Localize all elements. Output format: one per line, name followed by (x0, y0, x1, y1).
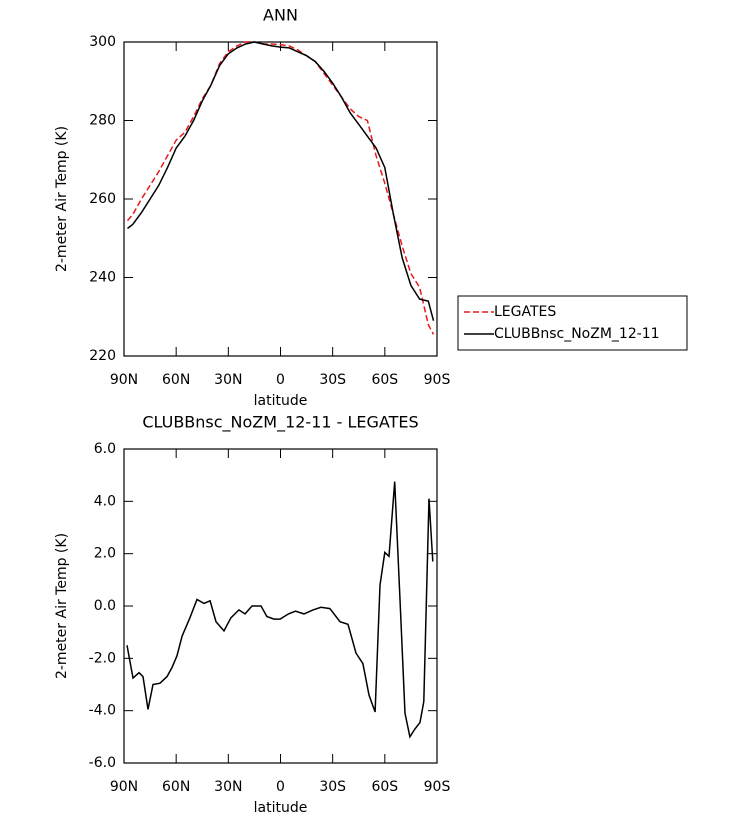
x-tick-label: 60N (162, 779, 190, 795)
x-axis-label: latitude (254, 800, 308, 816)
y-tick-label: 300 (89, 34, 116, 50)
x-tick-label: 90N (110, 372, 138, 388)
y-tick-label: 4.0 (94, 493, 116, 509)
series-line (127, 41, 435, 321)
chart-title: CLUBBnsc_NoZM_12-11 - LEGATES (142, 413, 418, 433)
y-tick-label: 2.0 (94, 546, 116, 562)
y-tick-label: -4.0 (89, 703, 116, 719)
x-tick-label: 30S (319, 372, 346, 388)
series-line (126, 41, 435, 335)
chart-title: ANN (263, 6, 298, 25)
x-tick-label: 0 (276, 372, 285, 388)
x-tick-label: 30N (214, 372, 242, 388)
y-axis-label: 2-meter Air Temp (K) (54, 126, 70, 272)
y-tick-label: 260 (89, 191, 116, 207)
series-line (126, 481, 434, 739)
y-tick-label: 280 (89, 113, 116, 129)
x-tick-label: 90N (110, 779, 138, 795)
x-tick-label: 60N (162, 372, 190, 388)
y-axis-label: 2-meter Air Temp (K) (54, 533, 70, 679)
y-tick-label: -2.0 (89, 650, 116, 666)
x-tick-label: 90S (424, 779, 451, 795)
y-tick-label: -6.0 (89, 755, 116, 771)
x-tick-label: 0 (276, 779, 285, 795)
x-axis-label: latitude (254, 393, 308, 409)
legend-label: LEGATES (494, 304, 556, 320)
x-tick-label: 90S (424, 372, 451, 388)
plot-frame (123, 448, 438, 764)
legend-box (457, 295, 688, 351)
y-tick-label: 6.0 (94, 441, 116, 457)
y-tick-label: 220 (89, 348, 116, 364)
x-tick-label: 60S (371, 779, 398, 795)
x-tick-label: 30N (214, 779, 242, 795)
y-tick-label: 0.0 (94, 598, 116, 614)
x-tick-label: 60S (371, 372, 398, 388)
legend-label: CLUBBnsc_NoZM_12-11 (494, 326, 660, 342)
y-tick-label: 240 (89, 270, 116, 286)
x-tick-label: 30S (319, 779, 346, 795)
